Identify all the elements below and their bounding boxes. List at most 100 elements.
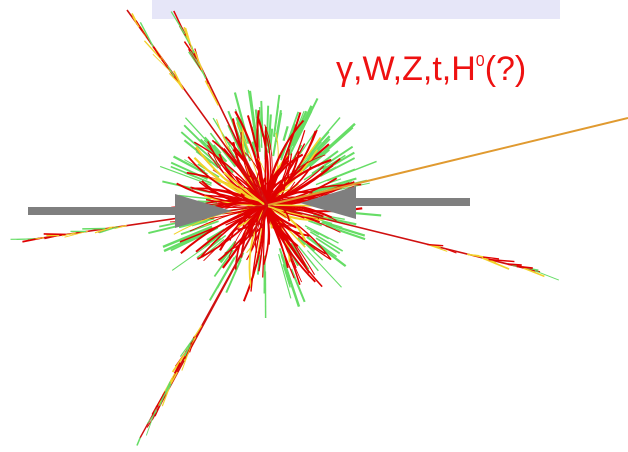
green-track xyxy=(306,235,347,268)
green-track xyxy=(248,90,258,139)
red-track xyxy=(264,204,316,275)
green-track xyxy=(212,144,222,155)
red-track xyxy=(223,171,266,206)
green-track xyxy=(278,253,292,299)
green-track xyxy=(171,243,210,271)
green-track xyxy=(282,263,291,285)
green-track xyxy=(321,221,366,237)
red-track xyxy=(264,166,312,206)
green-track xyxy=(318,243,338,258)
green-track xyxy=(299,124,321,155)
green-track xyxy=(170,165,212,184)
green-track xyxy=(208,257,236,301)
jet-spray-track xyxy=(466,253,484,258)
jet-spray-track xyxy=(428,244,448,252)
green-track xyxy=(319,157,356,177)
red-track xyxy=(264,149,290,206)
decay-line xyxy=(267,117,628,206)
beam-pipe xyxy=(28,186,470,228)
green-track xyxy=(297,245,319,272)
jet-spray-track xyxy=(64,230,89,238)
jet-spray-track xyxy=(173,362,182,374)
jet-spray-track xyxy=(188,48,204,74)
green-track xyxy=(304,225,339,244)
green-track xyxy=(322,154,346,171)
jet-spray-track xyxy=(99,226,119,234)
red-track xyxy=(195,146,266,206)
jet-spray-track xyxy=(145,407,157,436)
red-track xyxy=(264,204,284,225)
jet-spray-track xyxy=(183,41,198,60)
jet-spray-track xyxy=(516,265,533,269)
jet-spray-track xyxy=(534,270,560,281)
green-track xyxy=(162,225,213,248)
green-track xyxy=(306,242,316,252)
jet-spray-track xyxy=(189,340,194,353)
green-track xyxy=(309,148,330,168)
green-track xyxy=(204,238,216,247)
red-track xyxy=(264,204,299,248)
jet-spray-track xyxy=(135,20,152,45)
green-track xyxy=(237,252,245,266)
jet-spray-track xyxy=(427,243,444,247)
jet-spray-track xyxy=(507,263,522,267)
beam-left xyxy=(28,207,178,215)
jet-spray-track xyxy=(173,70,184,90)
green-track xyxy=(329,216,345,221)
green-track xyxy=(300,239,324,261)
jet-right xyxy=(267,204,541,273)
green-track xyxy=(288,110,313,156)
top-banner xyxy=(152,0,560,19)
green-track xyxy=(308,219,323,227)
green-track xyxy=(180,220,219,236)
green-track xyxy=(184,117,221,157)
jet-spray-track xyxy=(152,53,172,73)
green-track xyxy=(291,105,313,147)
jet-sprays xyxy=(10,10,560,446)
green-track xyxy=(225,259,242,294)
green-track xyxy=(313,122,356,162)
jet-spray-track xyxy=(152,46,162,58)
jet-spray-track xyxy=(94,226,113,234)
jet-spray-track xyxy=(61,232,76,237)
jet-spray-track xyxy=(183,26,191,44)
jet-spray-track xyxy=(168,72,180,84)
green-track xyxy=(326,160,377,182)
label-superscript: 0 xyxy=(475,53,485,70)
jet-spray-track xyxy=(170,11,186,35)
jet-spray-track xyxy=(181,346,192,371)
green-track xyxy=(178,217,213,229)
beam-left-arrow-icon xyxy=(175,194,232,228)
red-track xyxy=(264,124,273,206)
jet-spray-track xyxy=(204,80,219,106)
red-track xyxy=(264,204,332,261)
particle-label: γ,W,Z,t,H0(?) xyxy=(336,52,526,86)
red-track xyxy=(264,119,305,206)
green-track xyxy=(306,250,342,288)
green-track xyxy=(256,255,261,275)
jet-spray-track xyxy=(523,267,545,278)
jet-spray-track xyxy=(189,51,201,67)
beam-right-arrow-icon xyxy=(300,186,356,219)
green-track xyxy=(315,237,341,255)
green-track xyxy=(306,135,331,161)
green-track xyxy=(307,141,322,157)
jet-spray-track xyxy=(171,352,187,373)
green-track xyxy=(305,153,322,169)
green-track xyxy=(311,145,354,175)
jet-spray-track xyxy=(114,224,127,230)
green-track xyxy=(306,227,320,236)
jet-spray-track xyxy=(201,69,207,79)
jet-spray-track xyxy=(185,27,193,51)
jet-spray-track xyxy=(170,371,178,384)
jet-spray-track xyxy=(35,237,45,240)
green-track xyxy=(282,125,289,141)
jet-spray-track xyxy=(43,233,66,236)
green-track xyxy=(325,224,366,241)
jet-spray-track xyxy=(136,437,141,446)
green-track xyxy=(286,110,308,154)
green-track xyxy=(178,194,211,200)
jet-spray-track xyxy=(488,258,515,263)
green-track xyxy=(272,109,282,157)
green-track xyxy=(196,234,227,259)
